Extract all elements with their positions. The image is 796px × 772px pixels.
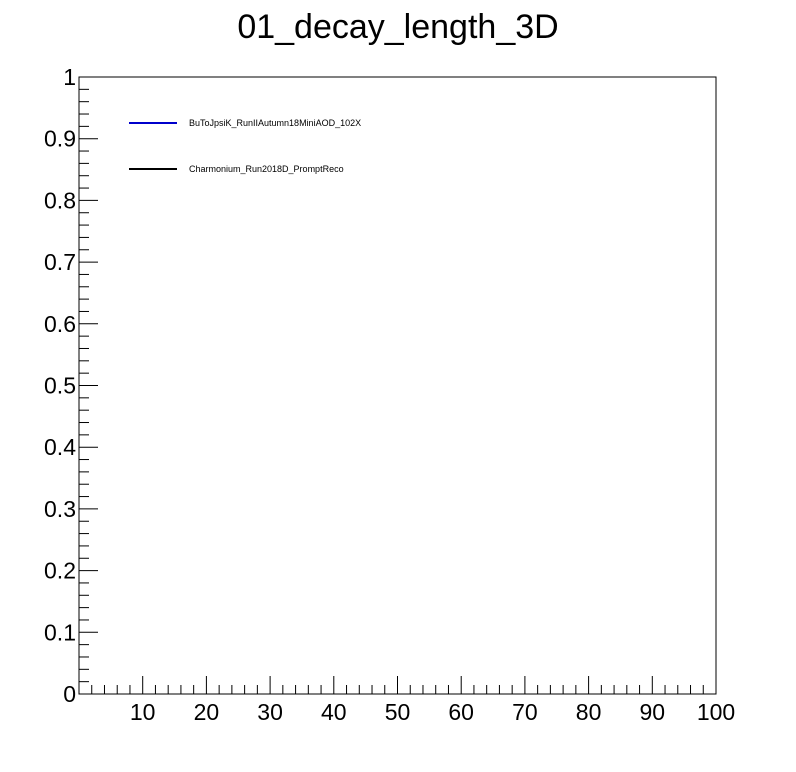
legend-label: BuToJpsiK_RunIIAutumn18MiniAOD_102X xyxy=(189,118,361,128)
y-tick-label: 0 xyxy=(63,681,76,707)
chart-title: 01_decay_length_3D xyxy=(237,8,558,46)
x-axis-tick-labels: 10 20 30 40 50 60 70 80 90 100 xyxy=(130,699,735,725)
x-tick-label: 70 xyxy=(512,699,538,725)
x-tick-label: 80 xyxy=(576,699,602,725)
x-axis-ticks xyxy=(91,676,717,694)
y-tick-label: 0.4 xyxy=(44,434,76,460)
y-tick-label: 1 xyxy=(63,64,76,90)
y-axis-tick-labels: 0 0.1 0.2 0.3 0.4 0.5 0.6 0.7 0.8 0.9 1 xyxy=(44,64,76,707)
legend: BuToJpsiK_RunIIAutumn18MiniAOD_102X Charm… xyxy=(129,118,361,174)
x-tick-label: 20 xyxy=(194,699,220,725)
y-tick-label: 0.8 xyxy=(44,187,76,213)
y-tick-label: 0.2 xyxy=(44,558,76,584)
y-tick-label: 0.3 xyxy=(44,496,76,522)
x-tick-label: 30 xyxy=(257,699,283,725)
x-tick-label: 50 xyxy=(385,699,411,725)
x-tick-label: 100 xyxy=(697,699,735,725)
x-tick-label: 60 xyxy=(448,699,474,725)
x-tick-label: 40 xyxy=(321,699,347,725)
y-tick-label: 0.1 xyxy=(44,619,76,645)
legend-label: Charmonium_Run2018D_PromptReco xyxy=(189,164,344,174)
x-tick-label: 90 xyxy=(640,699,666,725)
x-tick-label: 10 xyxy=(130,699,156,725)
y-tick-label: 0.5 xyxy=(44,373,76,399)
y-tick-label: 0.6 xyxy=(44,311,76,337)
y-tick-label: 0.9 xyxy=(44,126,76,152)
y-axis-ticks xyxy=(79,76,98,683)
y-tick-label: 0.7 xyxy=(44,249,76,275)
